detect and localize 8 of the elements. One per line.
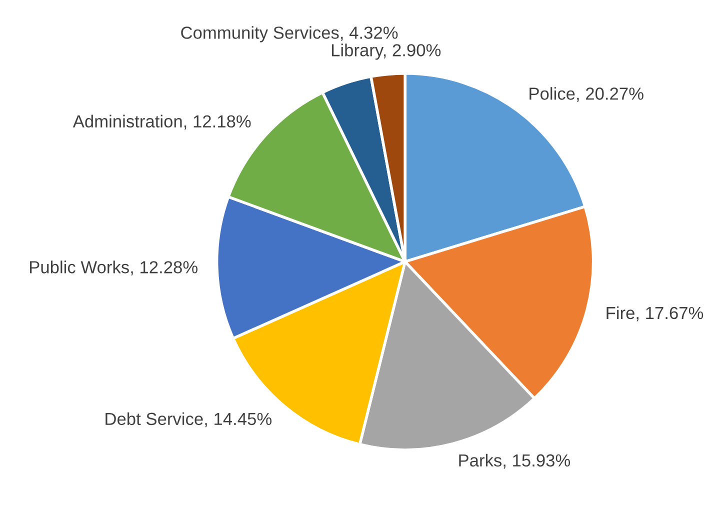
- slice-label: Debt Service, 14.45%: [106, 412, 272, 428]
- slice-label: Police, 20.27%: [530, 87, 644, 102]
- slice-label: Public Works, 12.28%: [30, 260, 198, 276]
- slice-label: Community Services, 4.32%: [181, 26, 398, 42]
- slice-label: Administration, 12.18%: [72, 114, 251, 130]
- slice-label: Fire, 17.67%: [606, 306, 704, 322]
- slice-label: Parks, 15.93%: [459, 454, 570, 469]
- slice-label: Library, 2.90%: [332, 44, 441, 60]
